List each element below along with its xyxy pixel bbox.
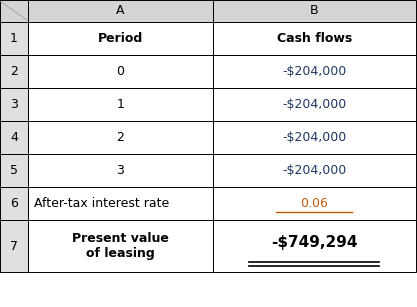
Text: 4: 4 <box>10 131 18 144</box>
Text: Present value
of leasing: Present value of leasing <box>72 232 169 260</box>
Bar <box>0 55 28 88</box>
Bar <box>213 0 416 22</box>
Text: After-tax interest rate: After-tax interest rate <box>34 197 169 210</box>
Text: Period: Period <box>98 32 143 45</box>
Text: 1: 1 <box>10 32 18 45</box>
Text: 3: 3 <box>10 98 18 111</box>
Text: Cash flows: Cash flows <box>277 32 352 45</box>
Bar <box>213 55 416 88</box>
Bar <box>213 154 416 187</box>
Text: 0: 0 <box>116 65 125 78</box>
Text: 1: 1 <box>117 98 124 111</box>
Bar <box>213 22 416 55</box>
Bar <box>0 22 28 55</box>
Text: -$204,000: -$204,000 <box>282 65 347 78</box>
Text: -$204,000: -$204,000 <box>282 164 347 177</box>
Bar <box>213 187 416 220</box>
Bar <box>0 187 28 220</box>
Text: 3: 3 <box>117 164 124 177</box>
Bar <box>28 187 213 220</box>
Text: -$204,000: -$204,000 <box>282 98 347 111</box>
Bar <box>0 121 28 154</box>
Bar <box>28 154 213 187</box>
Text: -$749,294: -$749,294 <box>271 235 358 251</box>
Text: 6: 6 <box>10 197 18 210</box>
Text: -$204,000: -$204,000 <box>282 131 347 144</box>
Bar <box>213 121 416 154</box>
Text: 5: 5 <box>10 164 18 177</box>
Bar <box>28 55 213 88</box>
Bar <box>0 220 28 272</box>
Bar <box>28 22 213 55</box>
Text: A: A <box>116 5 125 17</box>
Text: 2: 2 <box>10 65 18 78</box>
Bar <box>0 88 28 121</box>
Bar <box>213 88 416 121</box>
Bar <box>28 0 213 22</box>
Bar <box>0 0 28 22</box>
Bar <box>28 88 213 121</box>
Bar <box>28 121 213 154</box>
Text: 7: 7 <box>10 239 18 252</box>
Bar <box>28 220 213 272</box>
Bar <box>0 154 28 187</box>
Text: B: B <box>310 5 319 17</box>
Text: 0.06: 0.06 <box>301 197 329 210</box>
Bar <box>213 220 416 272</box>
Text: 2: 2 <box>117 131 124 144</box>
